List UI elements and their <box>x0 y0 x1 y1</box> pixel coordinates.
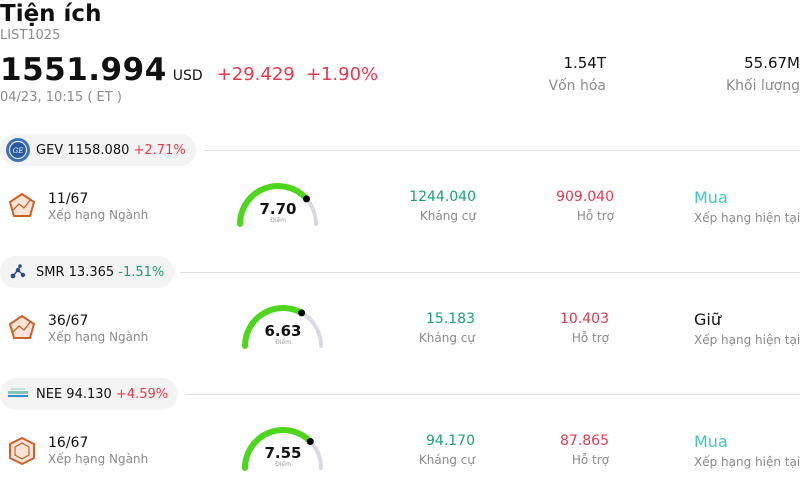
support-label: Hỗ trợ <box>571 331 609 345</box>
quote-time: 04/23, 10:15 ( ET ) <box>0 90 122 105</box>
price-change: +29.429 <box>216 64 295 85</box>
sector-rank-label: Xếp hạng Ngành <box>48 208 149 222</box>
support-label: Hỗ trợ <box>576 209 614 223</box>
gauge-fill <box>242 305 305 349</box>
rating-value: Mua <box>694 188 728 207</box>
stock-ticker: NEE <box>36 386 63 402</box>
support-value: 10.403 <box>560 311 609 327</box>
market-cap-label: Vốn hóa <box>548 78 606 94</box>
market-cap-value: 1.54T <box>563 54 606 72</box>
index-code: LIST1025 <box>0 28 61 43</box>
support-value: 87.865 <box>560 433 609 449</box>
gauge-fill <box>242 427 314 471</box>
divider <box>186 394 800 395</box>
score-value: 6.63 <box>264 322 302 340</box>
stock-price: 13.365 <box>68 264 115 280</box>
volume-label: Khối lượng <box>725 78 800 94</box>
stock-ticker: GEV <box>36 142 64 158</box>
gauge-marker <box>298 309 306 317</box>
sector-rank-label: Xếp hạng Ngành <box>48 452 149 466</box>
rating-value: Giữ <box>694 310 721 329</box>
stock-chip-nee[interactable]: NEE 94.130 +4.59% <box>0 378 179 410</box>
rating-label: Xếp hạng hiện tại <box>694 211 800 225</box>
currency-label: USD <box>172 68 203 84</box>
score-label: Điểm <box>275 461 291 468</box>
volume-value: 55.67M <box>744 54 800 72</box>
nuscale-logo-icon <box>6 260 30 284</box>
nextera-logo-icon <box>6 382 30 406</box>
gauge-fill <box>237 183 310 227</box>
ge-vernova-logo-icon: GE <box>6 138 30 162</box>
rating-label: Xếp hạng hiện tại <box>694 333 800 347</box>
stock-price: 94.130 <box>66 386 112 402</box>
svg-text:GE: GE <box>13 147 24 155</box>
gauge-marker <box>306 438 314 446</box>
price-change-percent: +1.90% <box>305 64 379 85</box>
resistance-value: 15.183 <box>426 311 475 327</box>
divider <box>180 272 800 273</box>
rating-label: Xếp hạng hiện tại <box>694 455 800 469</box>
sector-rank-icon <box>8 192 36 222</box>
score-value: 7.55 <box>264 444 302 462</box>
stock-price: 1158.080 <box>67 142 130 158</box>
rating-value: Mua <box>694 432 728 451</box>
resistance-label: Kháng cự <box>418 331 475 345</box>
resistance-value: 94.170 <box>426 433 475 449</box>
resistance-label: Kháng cự <box>418 453 475 467</box>
sector-rank-icon <box>8 436 36 470</box>
divider <box>204 150 800 151</box>
page-title: Tiện ích <box>0 1 102 27</box>
stock-ticker: SMR <box>36 264 65 280</box>
support-value: 909.040 <box>556 189 614 205</box>
stock-change: +4.59% <box>115 386 169 402</box>
index-price: 1551.994 <box>0 52 167 88</box>
resistance-value: 1244.040 <box>409 189 476 205</box>
sector-rank-value: 11/67 <box>48 191 89 207</box>
score-label: Điểm <box>270 217 286 224</box>
stock-chip-gev[interactable]: GE GEV 1158.080 +2.71% <box>0 134 196 166</box>
sector-rank-icon <box>8 314 36 344</box>
sector-rank-label: Xếp hạng Ngành <box>48 330 149 344</box>
sector-rank-value: 16/67 <box>48 435 89 451</box>
stock-chip-smr[interactable]: SMR 13.365 -1.51% <box>0 256 175 288</box>
score-label: Điểm <box>275 339 291 346</box>
stock-change: +2.71% <box>133 142 186 158</box>
score-gauge <box>241 302 325 350</box>
support-label: Hỗ trợ <box>571 453 609 467</box>
price-row: 1551.994 USD +29.429 +1.90% <box>0 52 378 88</box>
stock-change: -1.51% <box>118 264 165 280</box>
score-gauge <box>236 180 320 228</box>
sector-rank-value: 36/67 <box>48 313 89 329</box>
score-value: 7.70 <box>259 200 297 218</box>
gauge-marker <box>303 195 310 203</box>
resistance-label: Kháng cự <box>419 209 476 223</box>
score-gauge <box>241 424 325 472</box>
